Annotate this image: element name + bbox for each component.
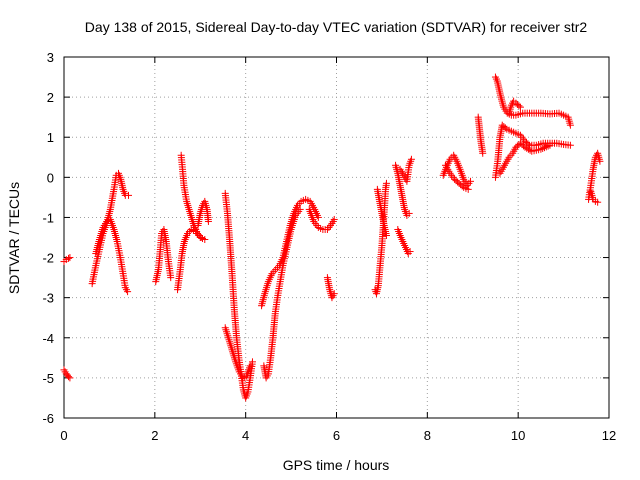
y-tick-label: -5 <box>42 371 54 386</box>
x-tick-label: 12 <box>602 428 616 443</box>
data-point <box>382 231 390 239</box>
axis-ticks <box>63 56 610 419</box>
y-tick-label: -1 <box>42 210 54 225</box>
x-tick-label: 2 <box>151 428 158 443</box>
x-tick-label: 4 <box>242 428 249 443</box>
data-point <box>201 236 209 244</box>
y-tick-labels: -6 -5 -4 -3 -2 -1 0 1 2 3 <box>42 50 54 426</box>
data-point <box>66 254 74 262</box>
x-axis-label: GPS time / hours <box>283 457 390 473</box>
y-tick-label: -2 <box>42 251 54 266</box>
y-tick-label: -6 <box>42 411 54 426</box>
data-point <box>406 248 414 256</box>
data-point <box>539 144 547 152</box>
grid <box>64 57 609 418</box>
x-tick-label: 8 <box>424 428 431 443</box>
data-point <box>537 145 545 153</box>
x-tick-label: 10 <box>511 428 525 443</box>
data-point <box>124 288 132 296</box>
y-tick-label: 1 <box>47 130 54 145</box>
data-point <box>66 374 74 382</box>
data-point <box>526 146 534 154</box>
data-point <box>479 149 487 157</box>
data-point <box>248 358 256 366</box>
data-point <box>458 182 466 190</box>
data-point <box>596 157 604 165</box>
y-tick-label: -3 <box>42 291 54 306</box>
data-point <box>516 103 524 111</box>
data-point <box>296 205 304 213</box>
data-point <box>330 290 338 298</box>
data-point <box>501 124 509 132</box>
data-point <box>382 179 390 187</box>
data-point <box>405 209 413 217</box>
data-point <box>314 213 322 221</box>
data-point <box>204 217 212 225</box>
data-point <box>566 121 574 129</box>
data-point <box>197 234 205 241</box>
x-tick-label: 0 <box>60 428 67 443</box>
data-point <box>541 144 549 152</box>
data-point <box>167 274 175 282</box>
data-point <box>542 143 550 151</box>
y-tick-label: 2 <box>47 90 54 105</box>
y-tick-label: 3 <box>47 50 54 65</box>
data-point <box>65 254 73 262</box>
data-point <box>330 215 338 223</box>
data-point <box>65 373 73 381</box>
data-point <box>124 191 132 199</box>
data-point <box>407 155 415 163</box>
data-point <box>464 185 472 193</box>
y-tick-label: 0 <box>47 170 54 185</box>
y-axis-label: SDTVAR / TECUs <box>6 182 22 294</box>
data-point <box>544 142 552 150</box>
data-point <box>466 177 474 185</box>
y-tick-label: -4 <box>42 331 54 346</box>
x-tick-labels: 0 2 4 6 8 10 12 <box>60 428 616 443</box>
data-point <box>546 141 554 149</box>
data-points <box>60 73 604 402</box>
x-tick-label: 6 <box>333 428 340 443</box>
data-point <box>239 374 247 382</box>
data-point <box>566 141 574 149</box>
data-point <box>515 102 523 110</box>
chart-title: Day 138 of 2015, Sidereal Day-to-day VTE… <box>85 19 588 35</box>
data-point <box>594 198 602 206</box>
data-point <box>246 362 254 370</box>
